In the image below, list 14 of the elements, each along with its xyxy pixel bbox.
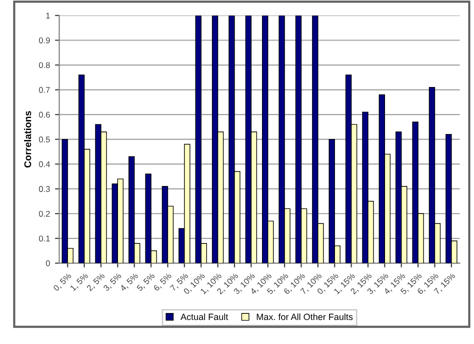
y-tick-label: 0.1: [38, 236, 50, 242]
y-tick-label: 0.6: [38, 112, 50, 118]
y-tick-label: 0.7: [38, 86, 50, 93]
legend-label: Max. for All Other Faults: [256, 313, 353, 320]
y-tick-label: 0: [46, 260, 50, 266]
y-tick-label: 0.9: [38, 37, 50, 44]
y-tick-label: 0.2: [38, 210, 50, 217]
y-tick-label: 1: [46, 12, 50, 18]
y-axis-title: Correlations: [24, 111, 32, 168]
y-tick-label: 0.4: [38, 161, 50, 168]
y-tick-label: 0.8: [38, 62, 50, 68]
y-tick-label: 0.5: [38, 136, 50, 142]
y-tick-label: 0.3: [38, 186, 50, 192]
legend-label: Actual Fault: [180, 313, 228, 320]
